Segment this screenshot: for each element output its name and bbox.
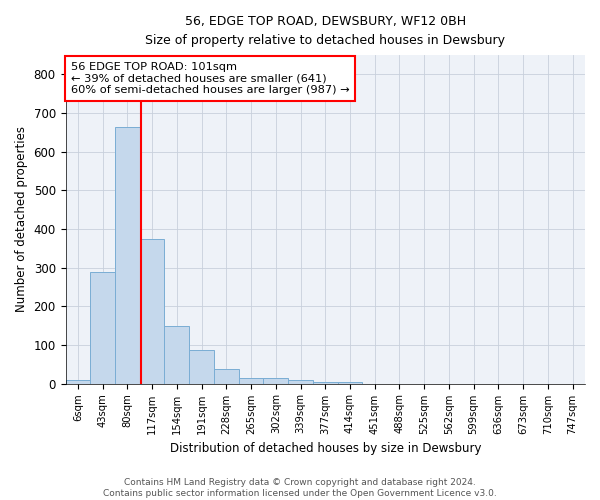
Bar [90,272,115,384]
Bar [214,369,239,384]
Bar [263,378,288,384]
Bar [313,382,338,384]
Bar [239,378,263,384]
Text: Contains HM Land Registry data © Crown copyright and database right 2024.
Contai: Contains HM Land Registry data © Crown c… [103,478,497,498]
Text: 56 EDGE TOP ROAD: 101sqm
← 39% of detached houses are smaller (641)
60% of semi-: 56 EDGE TOP ROAD: 101sqm ← 39% of detach… [71,62,349,95]
Bar [65,380,90,384]
Bar [164,326,189,384]
Bar [338,382,362,384]
Title: 56, EDGE TOP ROAD, DEWSBURY, WF12 0BH
Size of property relative to detached hous: 56, EDGE TOP ROAD, DEWSBURY, WF12 0BH Si… [145,15,505,47]
Y-axis label: Number of detached properties: Number of detached properties [15,126,28,312]
Bar [140,238,164,384]
X-axis label: Distribution of detached houses by size in Dewsbury: Distribution of detached houses by size … [170,442,481,455]
Bar [288,380,313,384]
Bar [115,126,140,384]
Bar [189,350,214,384]
